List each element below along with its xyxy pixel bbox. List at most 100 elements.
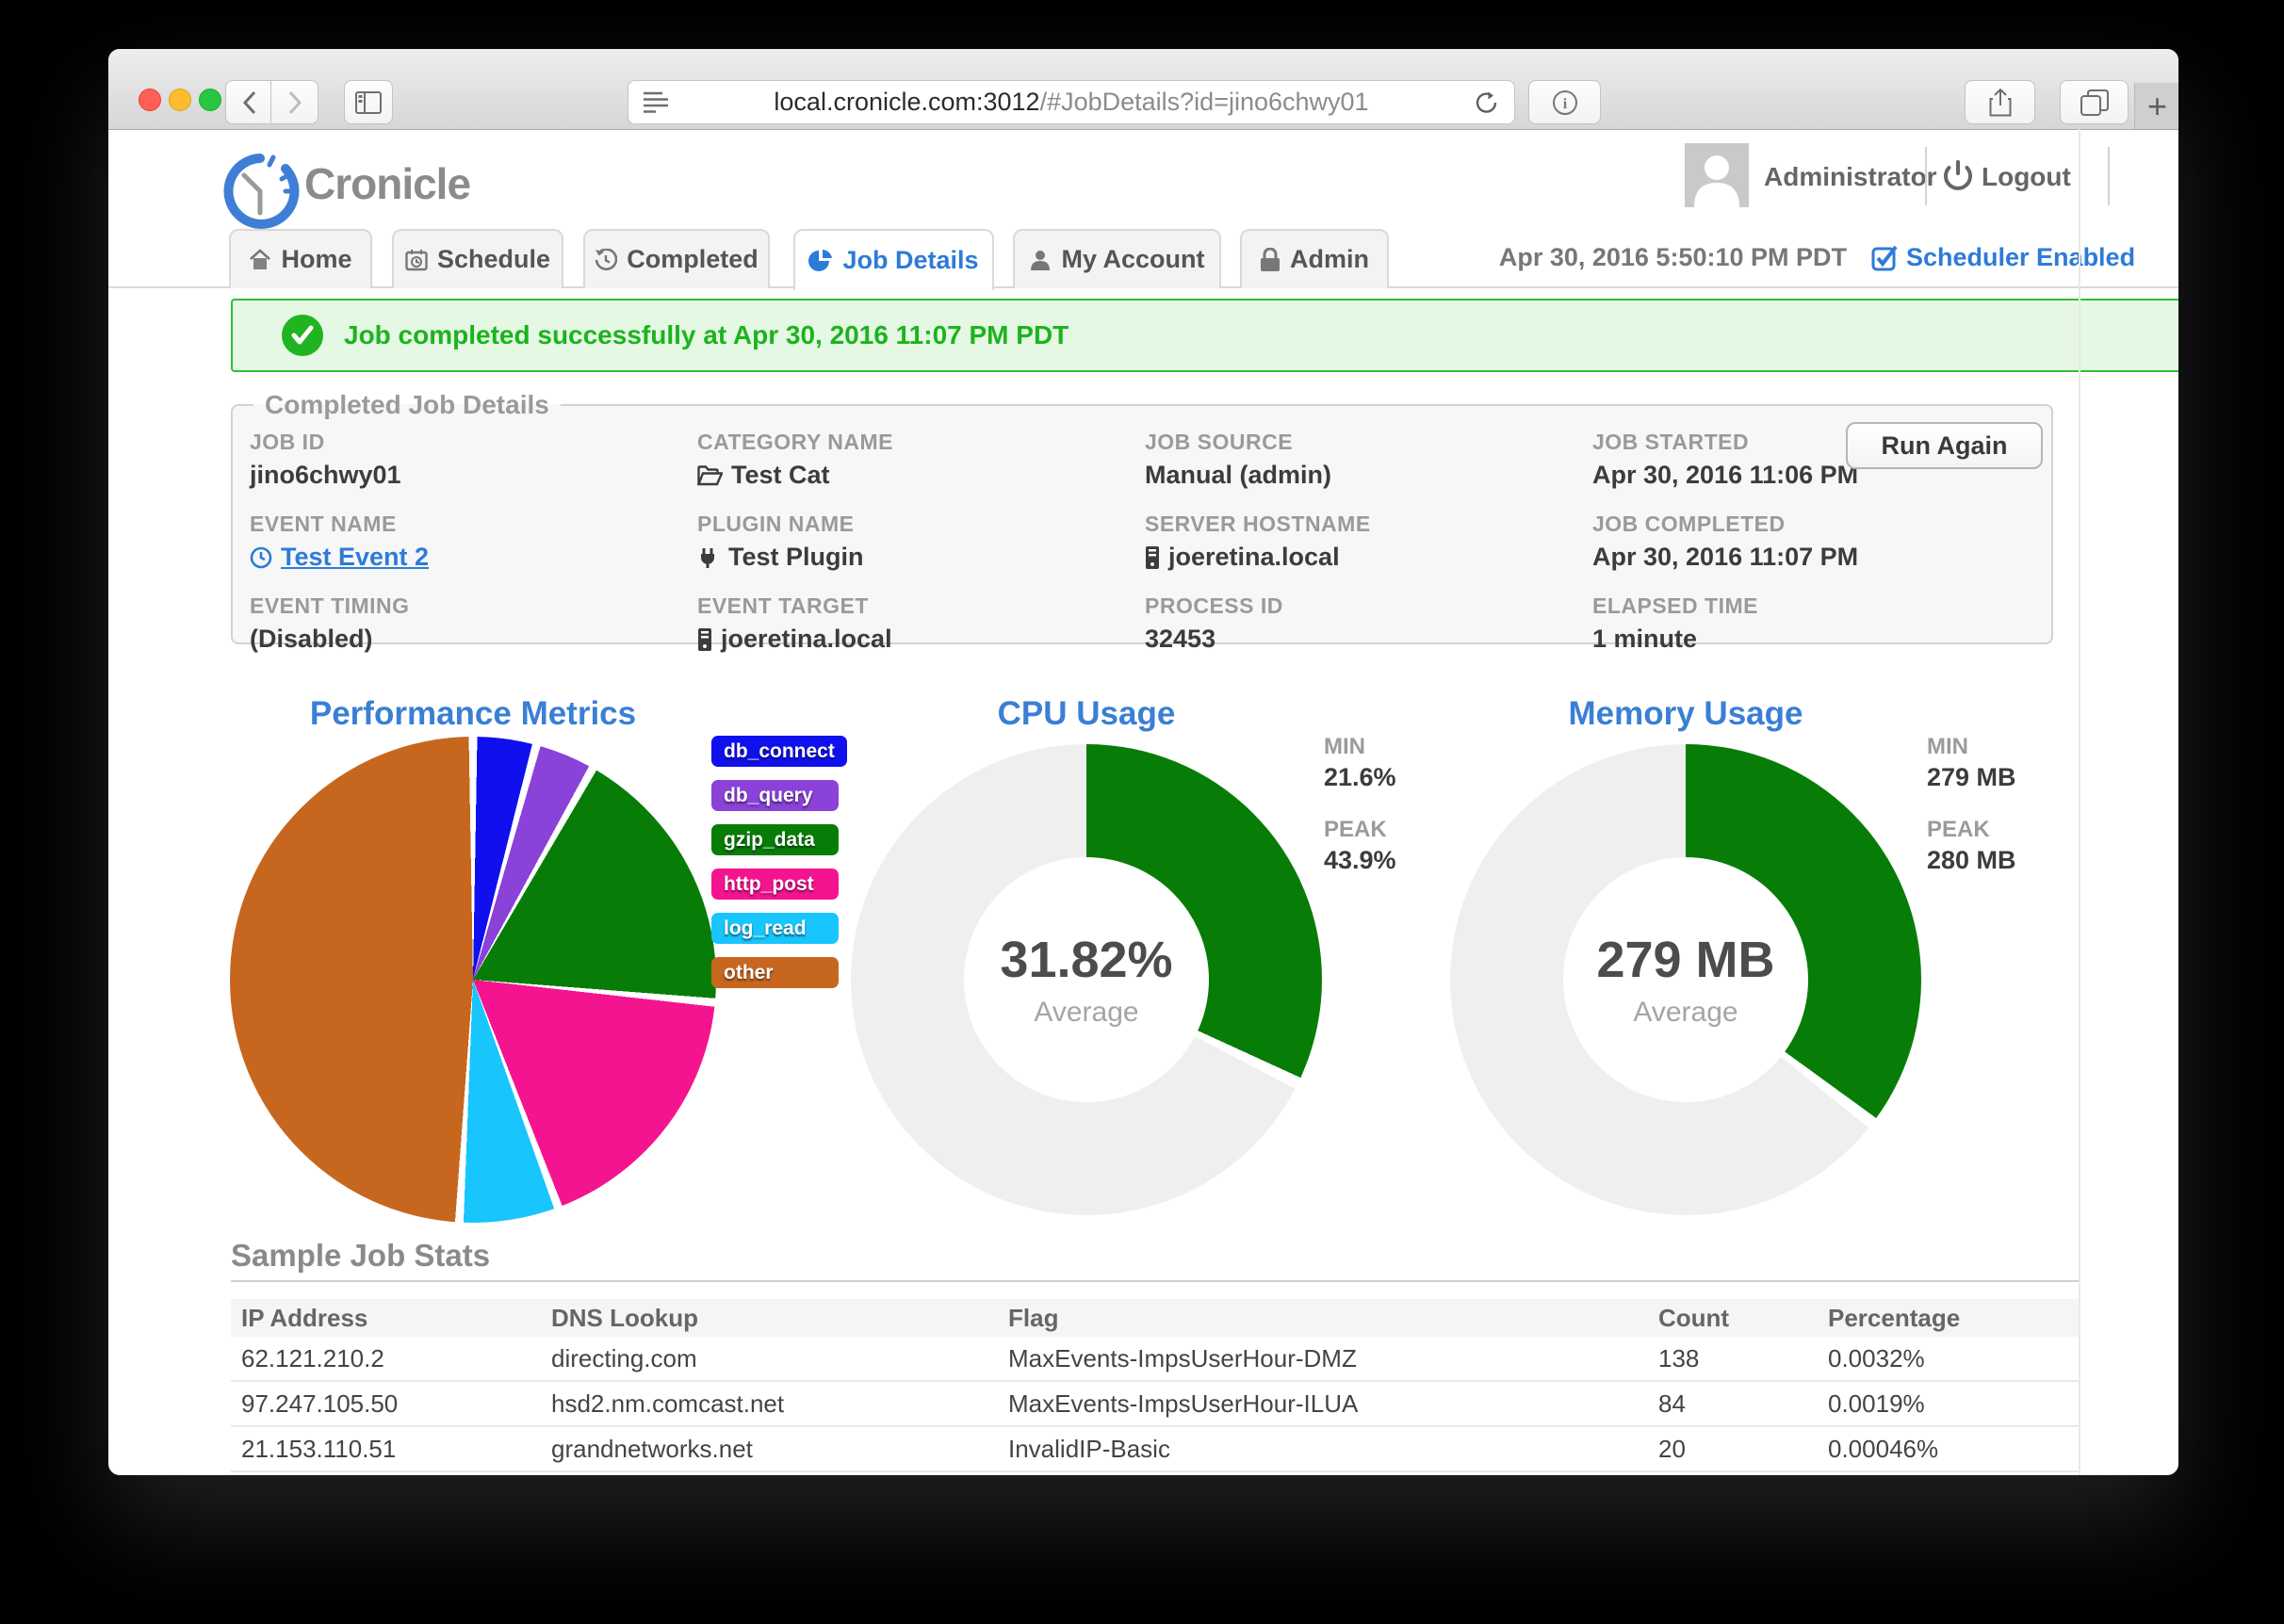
website-info-button[interactable]: i (1528, 80, 1601, 124)
calendar-clock-icon (405, 249, 428, 270)
column-header: DNS Lookup (541, 1299, 998, 1337)
legend-chip: log_read (711, 913, 839, 944)
stats-divider (231, 1280, 2079, 1282)
back-button[interactable] (225, 80, 273, 124)
memory-center: 279 MB Average (1563, 857, 1808, 1102)
chevron-left-icon (242, 90, 255, 114)
close-window-button[interactable] (139, 89, 161, 111)
sidebar-toggle-button[interactable] (344, 80, 393, 124)
stats-table: IP Address DNS Lookup Flag Count Percentage … (231, 1299, 2079, 1472)
browser-titlebar: local.cronicle.com:3012/#JobDetails?id=j… (108, 49, 2178, 130)
column-header: Percentage (1818, 1299, 2079, 1337)
cpu-stats: MIN 21.6% PEAK 43.9% (1324, 734, 1396, 874)
cronicle-logo-icon (223, 154, 300, 229)
stats-section-title: Sample Job Stats (231, 1238, 491, 1273)
success-banner: Job completed successfully at Apr 30, 20… (231, 299, 2178, 372)
field-event-timing: EVENT TIMING (Disabled) (250, 593, 410, 653)
server-icon (698, 627, 711, 651)
forward-button[interactable] (270, 80, 318, 124)
banner-message: Job completed successfully at Apr 30, 20… (344, 320, 1069, 349)
field-job-started: JOB STARTED Apr 30, 2016 11:06 PM (1592, 430, 1859, 489)
table-row: 21.153.110.51 grandnetworks.net InvalidIP-… (231, 1426, 2079, 1472)
scheduler-toggle[interactable]: Scheduler Enabled (1871, 229, 2135, 286)
zoom-window-button[interactable] (199, 89, 221, 111)
tab-job-details[interactable]: Job Details (793, 229, 994, 290)
tab-schedule[interactable]: Schedule (392, 229, 563, 288)
cpu-chart-title: CPU Usage (997, 695, 1176, 732)
current-datetime: Apr 30, 2016 5:50:10 PM PDT (1498, 243, 1847, 271)
legend-chip: http_post (711, 869, 839, 900)
field-elapsed-time: ELAPSED TIME 1 minute (1592, 593, 1758, 653)
field-job-source: JOB SOURCE Manual (admin) (1145, 430, 1332, 489)
chevron-right-icon (288, 90, 302, 114)
new-tab-button[interactable]: + (2134, 83, 2178, 129)
tab-label: My Account (1061, 245, 1205, 273)
event-link[interactable]: Test Event 2 (281, 543, 430, 571)
person-icon (1694, 155, 1739, 207)
field-job-completed: JOB COMPLETED Apr 30, 2016 11:07 PM (1592, 512, 1859, 571)
tab-my-account[interactable]: My Account (1013, 229, 1221, 288)
url-text: local.cronicle.com:3012/#JobDetails?id=j… (774, 88, 1369, 116)
minimize-window-button[interactable] (169, 89, 191, 111)
share-button[interactable] (1965, 80, 2035, 124)
panel-legend: Completed Job Details (265, 390, 549, 419)
address-bar[interactable]: local.cronicle.com:3012/#JobDetails?id=j… (628, 80, 1515, 124)
plug-icon (701, 547, 714, 568)
header-divider (1925, 147, 1927, 205)
memory-average-value: 279 MB (1596, 932, 1775, 988)
user-name[interactable]: Administrator (1764, 162, 1937, 191)
tab-label: Job Details (842, 246, 979, 274)
field-job-id: JOB ID jino6chwy01 (250, 430, 401, 489)
table-header-row: IP Address DNS Lookup Flag Count Percentage (231, 1299, 2079, 1337)
cpu-ring: 31.82% Average (851, 744, 1322, 1215)
checkbox-checked-icon (1871, 245, 1898, 270)
legend-chip: other (711, 957, 839, 988)
tabs-overview-icon (2080, 89, 2109, 116)
tab-label: Completed (627, 245, 759, 273)
cpu-average-value: 31.82% (1000, 932, 1173, 988)
column-header: Flag (998, 1299, 1648, 1337)
header-divider-2 (2108, 147, 2110, 205)
person-icon (1031, 250, 1051, 270)
run-again-button[interactable]: Run Again (1846, 422, 2043, 469)
stats-table-body: 62.121.210.2 directing.com MaxEvents-ImpsU… (231, 1337, 2079, 1472)
avatar (1685, 143, 1749, 207)
history-icon (595, 248, 618, 270)
pie-chart-title: Performance Metrics (309, 695, 637, 732)
tab-label: Home (281, 245, 352, 273)
field-event-target: EVENT TARGET joeretina.local (697, 593, 892, 653)
tab-label: Admin (1290, 245, 1369, 273)
reload-icon[interactable] (1475, 90, 1499, 115)
folder-icon (697, 464, 723, 485)
home-icon (250, 248, 271, 269)
tab-overview-button[interactable] (2060, 80, 2129, 124)
tab-admin[interactable]: Admin (1240, 229, 1389, 288)
field-plugin-name: PLUGIN NAME Test Plugin (697, 512, 864, 571)
logout-button[interactable]: Logout (1982, 162, 2071, 191)
tab-label: Schedule (436, 245, 551, 273)
cpu-center: 31.82% Average (964, 857, 1209, 1102)
performance-pie (230, 737, 716, 1223)
field-server-hostname: SERVER HOSTNAME joeretina.local (1145, 512, 1371, 571)
check-circle-icon (282, 315, 323, 356)
job-details-panel: Completed Job Details (231, 390, 2053, 644)
reader-view-icon[interactable] (644, 91, 668, 113)
new-tab-label: + (2146, 86, 2168, 125)
pie-chart-icon (808, 249, 833, 271)
cpu-average-label: Average (1034, 997, 1139, 1028)
tab-completed[interactable]: Completed (583, 229, 770, 288)
column-header: Count (1648, 1299, 1818, 1337)
sidebar-icon (355, 90, 382, 114)
server-icon (1146, 545, 1159, 569)
legend-chip: gzip_data (711, 824, 839, 855)
power-icon (1944, 160, 1972, 190)
field-event-name: EVENT NAME Test Event 2 (250, 512, 430, 571)
app-title: Cronicle (304, 159, 471, 208)
tab-home[interactable]: Home (229, 229, 372, 288)
share-icon (1989, 88, 2011, 116)
clock-icon (250, 546, 272, 568)
content-right-edge (2079, 129, 2080, 1475)
table-row: 97.247.105.50 hsd2.nm.comcast.net MaxEvent… (231, 1381, 2079, 1427)
memory-average-label: Average (1633, 997, 1738, 1028)
info-icon: i (1552, 89, 1577, 115)
